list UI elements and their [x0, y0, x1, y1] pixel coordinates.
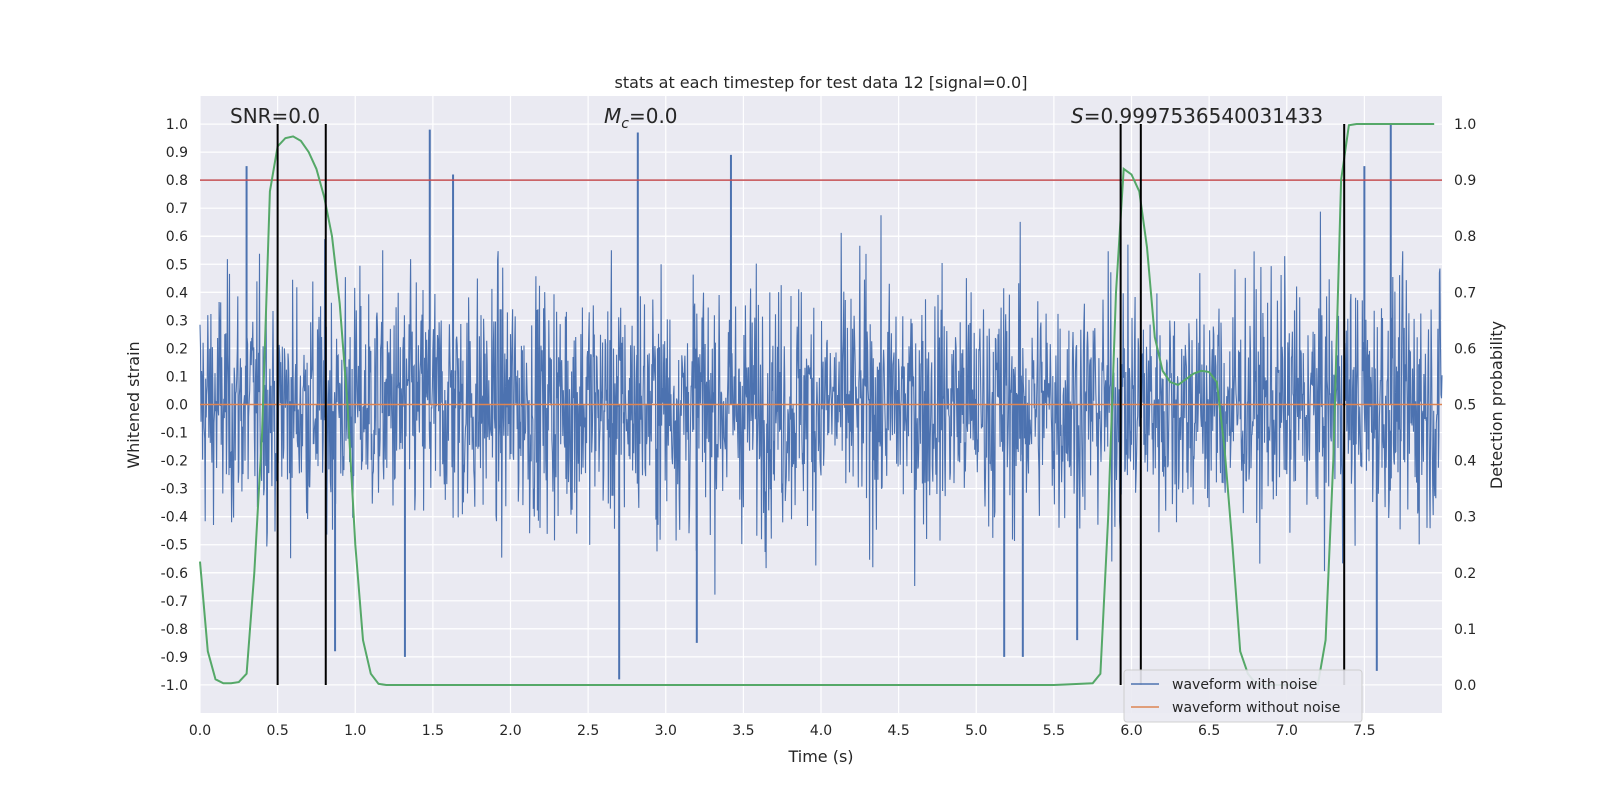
vertical-markers — [276, 124, 1346, 685]
y-tick-label-left: -0.5 — [161, 538, 188, 554]
x-tick-label: 4.0 — [810, 723, 832, 739]
x-tick-label: 2.0 — [499, 723, 521, 739]
chirp-mass-annotation: Mc=0.0 — [604, 104, 678, 132]
y-tick-label-left: -0.1 — [161, 426, 188, 442]
y-tick-label-left: 0.9 — [166, 145, 188, 161]
y-axis-left-ticks: 1.0 0.9 0.8 0.7 0.6 0.5 0.4 0.3 0.2 0.1 0.0 -0.1 -0.… — [161, 117, 188, 694]
y-tick-label-right: 0.3 — [1454, 510, 1476, 526]
x-tick-label: 2.5 — [577, 723, 599, 739]
y-tick-label-right: 1.0 — [1454, 117, 1476, 133]
noise-trace — [199, 211, 1443, 595]
y-tick-label-left: 0.1 — [166, 369, 188, 385]
y-tick-label-left: 0.8 — [166, 173, 188, 189]
snr-annotation: SNR=0.0 — [230, 104, 320, 128]
y-tick-label-right: 0.2 — [1454, 566, 1476, 582]
x-tick-label: 7.0 — [1276, 723, 1298, 739]
x-tick-label: 0.0 — [189, 723, 211, 739]
y-tick-label-left: 0.0 — [166, 398, 188, 414]
y-tick-label-right: 0.5 — [1454, 398, 1476, 414]
x-tick-label: 3.5 — [732, 723, 754, 739]
y-tick-label-left: 0.7 — [166, 201, 188, 217]
x-tick-label: 0.5 — [266, 723, 288, 739]
x-tick-label: 4.5 — [887, 723, 909, 739]
y-tick-label-left: -0.4 — [161, 510, 188, 526]
x-tick-label: 6.5 — [1198, 723, 1220, 739]
y-tick-label-left: -0.2 — [161, 454, 188, 470]
legend: waveform with noise waveform without noi… — [1123, 669, 1363, 723]
y-tick-label-left: -0.8 — [161, 622, 188, 638]
chirp-mass-symbol: M — [604, 104, 621, 128]
y-axis-left-label: Whitened strain — [124, 341, 143, 468]
x-tick-label: 7.5 — [1353, 723, 1375, 739]
y-tick-label-right: 0.1 — [1454, 622, 1476, 638]
y-tick-label-right: 0.8 — [1454, 229, 1476, 245]
y-tick-label-left: 0.6 — [166, 229, 188, 245]
y-tick-label-right: 0.6 — [1454, 341, 1476, 357]
detection-score-annotation: S=0.9997536540031433 — [1071, 104, 1323, 128]
y-tick-label-left: -0.7 — [161, 594, 188, 610]
chirp-mass-subscript: c — [621, 116, 629, 132]
y-tick-label-left: -1.0 — [161, 678, 188, 694]
waveform-with-noise — [199, 124, 1443, 680]
detection-score-value: =0.9997536540031433 — [1084, 104, 1323, 128]
y-tick-label-left: -0.6 — [161, 566, 188, 582]
detection-score-symbol: S — [1071, 104, 1084, 128]
y-tick-label-left: 0.5 — [166, 257, 188, 273]
y-axis-right-ticks: 1.0 0.9 0.8 0.7 0.6 0.5 0.4 0.3 0.2 0.1 0.0 — [1454, 117, 1476, 694]
x-tick-label: 5.0 — [965, 723, 987, 739]
legend-box — [1123, 669, 1363, 723]
y-tick-label-left: 0.2 — [166, 341, 188, 357]
y-tick-label-left: -0.3 — [161, 482, 188, 498]
y-axis-right-label: Detection probability — [1487, 321, 1506, 489]
legend-label-noise: waveform with noise — [1172, 677, 1317, 693]
y-tick-label-left: 0.4 — [166, 285, 188, 301]
y-tick-label-right: 0.9 — [1454, 173, 1476, 189]
legend-label-clean: waveform without noise — [1172, 700, 1340, 716]
x-tick-label: 6.0 — [1120, 723, 1142, 739]
x-axis-ticks: 0.0 0.5 1.0 1.5 2.0 2.5 3.0 3.5 4.0 4.5 5.0 5.5 6.0 6… — [189, 723, 1376, 739]
y-tick-label-left: 1.0 — [166, 117, 188, 133]
y-tick-label-right: 0.7 — [1454, 285, 1476, 301]
x-tick-label: 1.5 — [422, 723, 444, 739]
x-tick-label: 3.0 — [655, 723, 677, 739]
x-tick-label: 5.5 — [1043, 723, 1065, 739]
chirp-mass-value: =0.0 — [629, 104, 678, 128]
y-tick-label-left: -0.9 — [161, 650, 188, 666]
y-tick-label-left: 0.3 — [166, 313, 188, 329]
x-axis-label: Time (s) — [787, 747, 853, 766]
x-tick-label: 1.0 — [344, 723, 366, 739]
chart-title: stats at each timestep for test data 12 … — [615, 73, 1028, 92]
y-tick-label-right: 0.4 — [1454, 454, 1476, 470]
y-tick-label-right: 0.0 — [1454, 678, 1476, 694]
